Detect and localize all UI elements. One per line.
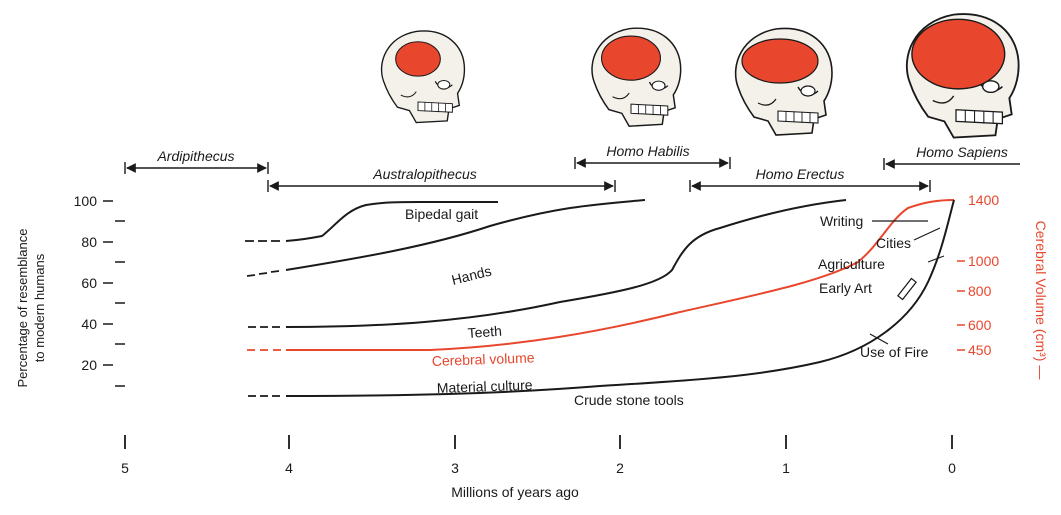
era-label-erectus: Homo Erectus [756, 166, 845, 182]
milestone-fire: Use of Fire [860, 344, 929, 360]
skull-erectus-icon [734, 27, 833, 136]
milestone-writing: Writing [820, 213, 863, 229]
era-ardipithecus: Ardipithecus [124, 148, 269, 174]
era-australopithecus: Australopithecus [267, 166, 616, 192]
left-tick-60: 60 [81, 275, 97, 291]
left-tick-100: 100 [74, 193, 98, 209]
skull-sapiens-icon [905, 13, 1020, 139]
era-label-habilis: Homo Habilis [606, 143, 689, 159]
curve-bipedal: Bipedal gait [245, 201, 498, 242]
era-label-sapiens: Homo Sapiens [916, 144, 1008, 160]
x-tick-0: 0 [948, 460, 956, 476]
early-art-marker [897, 277, 917, 301]
skull-australopithecus-icon [380, 30, 466, 124]
curve-label-hands: Hands [450, 263, 493, 288]
x-tick-3: 3 [451, 460, 459, 476]
left-axis-title-line2: to modern humans [32, 253, 47, 362]
right-tick-600: 600 [968, 317, 992, 333]
left-tick-40: 40 [81, 316, 97, 332]
era-label-australopithecus: Australopithecus [372, 166, 477, 182]
era-erectus: Homo Erectus [689, 166, 931, 192]
milestone-agriculture: Agriculture [818, 256, 885, 272]
curve-material-culture: Material culture Crude stone tools [248, 199, 955, 408]
era-habilis: Homo Habilis [574, 143, 731, 169]
x-tick-5: 5 [121, 460, 129, 476]
curve-label-bipedal: Bipedal gait [405, 206, 478, 222]
era-sapiens: Homo Sapiens [883, 144, 1020, 170]
left-axis-title-line1: Percentage of resemblance [15, 229, 30, 388]
x-tick-2: 2 [616, 460, 624, 476]
curve-label-teeth: Teeth [467, 323, 502, 341]
left-tick-80: 80 [81, 234, 97, 250]
curve-label-stone-tools: Crude stone tools [574, 392, 684, 408]
curve-cerebral: Cerebral volume [247, 199, 955, 369]
milestones: Writing Cities Agriculture Early Art Use… [818, 213, 945, 360]
x-axis: 5 4 3 2 1 0 Millions of years ago [121, 435, 956, 500]
right-tick-1400: 1400 [968, 192, 999, 208]
curve-label-cerebral: Cerebral volume [432, 349, 535, 369]
right-tick-800: 800 [968, 283, 992, 299]
x-tick-1: 1 [782, 460, 790, 476]
right-tick-450: 450 [968, 342, 992, 358]
right-axis: 1400 1000 800 600 450 Cerebral Volume (c… [957, 192, 1049, 379]
left-axis: 100 80 60 40 20 Percentage of resemblanc… [15, 193, 125, 387]
right-tick-1000: 1000 [968, 253, 999, 269]
x-axis-title: Millions of years ago [451, 484, 579, 500]
milestone-cities: Cities [876, 235, 911, 251]
curve-label-material: Material culture [437, 377, 533, 396]
milestone-early-art: Early Art [819, 280, 872, 296]
skull-habilis-icon [591, 27, 682, 127]
curve-teeth: Teeth [248, 199, 847, 341]
left-tick-20: 20 [81, 357, 97, 373]
era-label-ardipithecus: Ardipithecus [156, 148, 234, 164]
x-tick-4: 4 [285, 460, 293, 476]
right-axis-title: Cerebral Volume (cm³) — [1033, 221, 1049, 380]
